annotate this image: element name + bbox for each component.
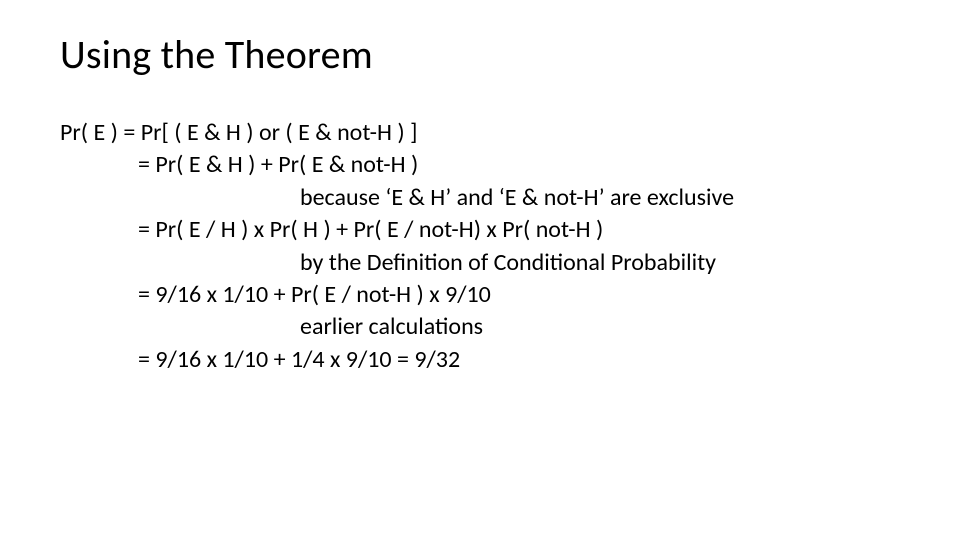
body-line: = Pr( E & H ) + Pr( E & not-H ) [60,149,900,181]
body-line: earlier calculations [60,311,900,343]
body-line: = Pr( E / H ) x Pr( H ) + Pr( E / not-H)… [60,214,900,246]
body-line: Pr( E ) = Pr[ ( E & H ) or ( E & not-H )… [60,117,900,149]
body-line: because ‘E & H’ and ‘E & not-H’ are excl… [60,182,900,214]
body-line: = 9/16 x 1/10 + 1/4 x 9/10 = 9/32 [60,344,900,376]
body-line: = 9/16 x 1/10 + Pr( E / not-H ) x 9/10 [60,279,900,311]
slide-body: Pr( E ) = Pr[ ( E & H ) or ( E & not-H )… [60,117,900,376]
slide-title: Using the Theorem [60,30,900,79]
slide: Using the Theorem Pr( E ) = Pr[ ( E & H … [0,0,960,540]
body-line: by the Definition of Conditional Probabi… [60,247,900,279]
